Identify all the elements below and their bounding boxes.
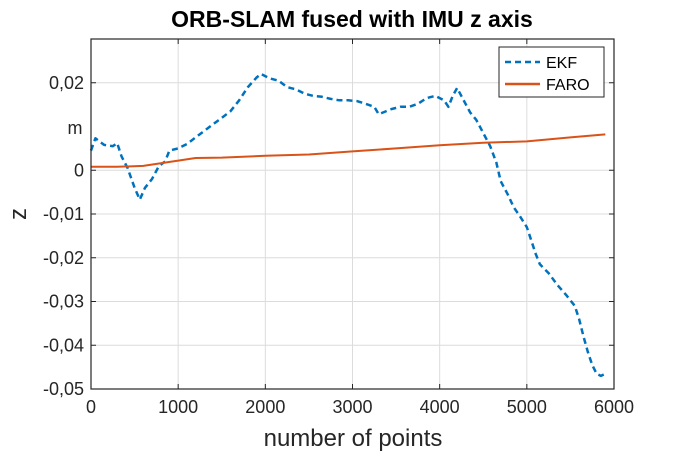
x-tick-label: 6000 (594, 397, 634, 417)
series-layer (89, 72, 606, 378)
y-tick-label: -0,01 (43, 204, 84, 224)
x-tick-label: 0 (86, 397, 96, 417)
y-tick-label: -0,03 (43, 292, 84, 312)
x-tick-label: 5000 (507, 397, 547, 417)
legend-label-ekf: EKF (546, 55, 577, 72)
x-tick-label: 2000 (245, 397, 285, 417)
legend: EKF FARO (498, 46, 605, 98)
series-line-faro (91, 133, 606, 168)
y-tick-label: 0 (74, 160, 84, 180)
x-tick-label: 4000 (420, 397, 460, 417)
y-axis-unit-label: m (68, 118, 83, 138)
y-tick-label: -0,05 (43, 379, 84, 399)
x-axis-label: number of points (264, 425, 443, 452)
y-tick-label: -0,04 (43, 335, 84, 355)
legend-box (498, 46, 605, 98)
series-line-ekf (89, 72, 606, 378)
x-tick-label: 3000 (332, 397, 372, 417)
y-axis-label: z (5, 208, 32, 220)
x-tick-label: 1000 (158, 397, 198, 417)
y-axis-ticks: 0,02 0 -0,01 -0,02 -0,03 -0,04 -0,05 (43, 73, 614, 399)
y-tick-label: -0,02 (43, 248, 84, 268)
y-tick-label: 0,02 (49, 73, 84, 93)
legend-label-faro: FARO (546, 77, 590, 94)
chart-title: ORB-SLAM fused with IMU z axis (171, 6, 533, 32)
x-axis-ticks: 0 1000 2000 3000 4000 5000 6000 (86, 39, 634, 417)
